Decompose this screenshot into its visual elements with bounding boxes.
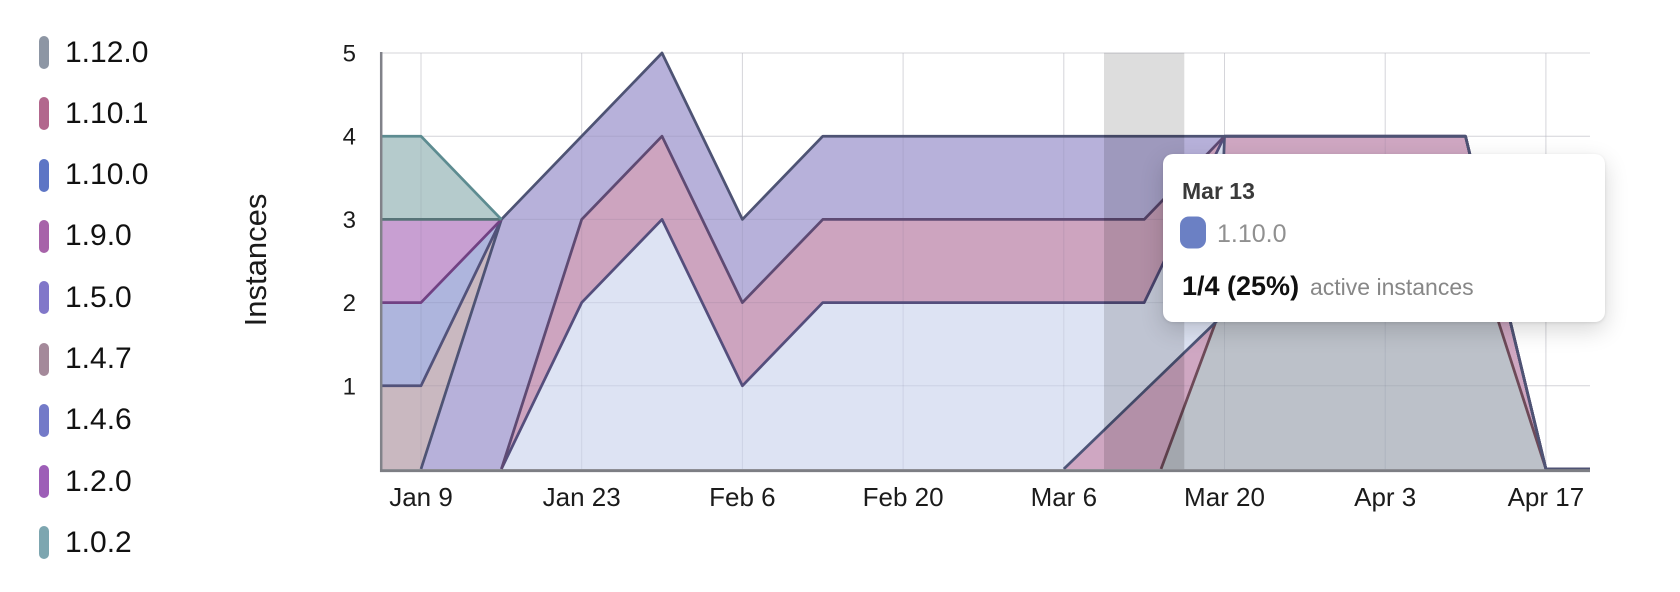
svg-text:Jan 9: Jan 9	[389, 482, 453, 512]
svg-text:3: 3	[343, 207, 356, 234]
svg-text:5: 5	[343, 41, 356, 68]
svg-text:1: 1	[343, 373, 356, 400]
svg-text:Mar 13: Mar 13	[1182, 178, 1255, 204]
svg-text:1/4 (25%): 1/4 (25%)	[1182, 271, 1299, 301]
svg-text:2: 2	[343, 290, 356, 317]
svg-text:1.10.0: 1.10.0	[1217, 220, 1287, 248]
svg-text:Feb 6: Feb 6	[709, 482, 776, 512]
svg-text:4: 4	[343, 124, 356, 151]
svg-text:Feb 20: Feb 20	[863, 482, 944, 512]
svg-text:Apr 17: Apr 17	[1508, 482, 1585, 512]
svg-text:Jan 23: Jan 23	[543, 482, 621, 512]
svg-text:Apr 3: Apr 3	[1354, 482, 1416, 512]
svg-text:active instances: active instances	[1310, 274, 1474, 300]
svg-text:Mar 6: Mar 6	[1031, 482, 1097, 512]
svg-text:Instances: Instances	[238, 194, 273, 327]
svg-text:Mar 20: Mar 20	[1184, 482, 1265, 512]
